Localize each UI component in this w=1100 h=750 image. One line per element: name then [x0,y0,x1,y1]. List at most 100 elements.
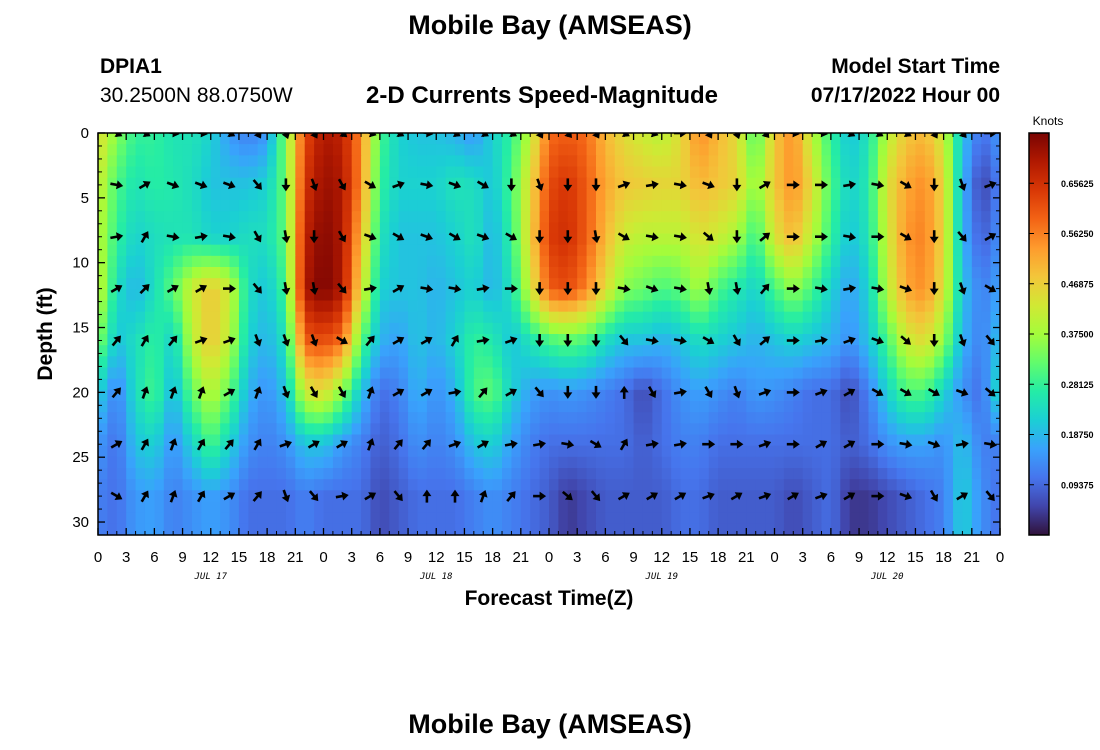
heatmap-cell [210,300,221,313]
heatmap-cell [351,144,362,156]
heatmap-cell [605,445,616,458]
heatmap-cell [793,300,804,313]
heatmap-cell [126,278,137,290]
heatmap-cell [840,445,851,458]
current-vector-arrow [365,335,375,347]
heatmap-cell [577,144,588,156]
heatmap-cell [567,278,578,290]
heatmap-cell [859,211,870,223]
heatmap-cell [154,244,165,257]
heatmap-cell [981,456,992,469]
heatmap-cell [595,490,606,503]
heatmap-cell [107,512,118,525]
heatmap-cell [990,334,1000,346]
heatmap-cell [257,468,268,480]
current-vector-arrow [504,284,518,294]
heatmap-cell [408,289,419,302]
heatmap-cell [126,345,137,357]
heatmap-cell [642,200,653,212]
heatmap-cell [238,434,249,447]
heatmap-cell [229,367,240,380]
heatmap-cell [859,300,870,313]
heatmap-cell [877,423,888,436]
heatmap-cell [267,412,278,424]
heatmap-cell [624,378,635,391]
heatmap-cell [671,367,682,380]
heatmap-cell [699,233,710,246]
heatmap-cell [924,278,935,290]
current-vector-arrow [110,180,124,190]
heatmap-cell [351,423,362,436]
heatmap-cell [934,456,945,469]
heatmap-cell [830,255,841,268]
heatmap-cell [877,334,888,346]
heatmap-cell [295,423,306,436]
product-title: 2-D Currents Speed-Magnitude [366,82,719,109]
heatmap-cell [746,322,757,335]
current-vector-arrow [871,232,885,242]
heatmap-cell [135,389,146,402]
heatmap-cell [727,200,738,212]
heatmap-cell [736,523,747,535]
heatmap-cell [98,177,108,190]
heatmap-cell [144,289,155,302]
heatmap-cell [736,322,747,335]
heatmap-cell [473,356,484,369]
heatmap-cell [990,401,1000,413]
current-vector-arrow [591,385,601,399]
heatmap-cell [238,322,249,335]
current-vector-arrow [336,336,348,345]
heatmap-cell [210,490,221,503]
heatmap-cell [323,233,334,246]
heatmap-cell [126,200,137,212]
current-vector-arrow [448,387,462,397]
heatmap-cell [408,255,419,268]
heatmap-cell [840,501,851,514]
heatmap-cell [342,255,353,268]
heatmap-cell [361,401,372,413]
heatmap-cell [135,378,146,391]
heatmap-cell [915,334,926,346]
heatmap-cell [821,423,832,436]
heatmap-cell [708,267,719,279]
heatmap-cell [774,278,785,290]
heatmap-cell [736,423,747,436]
heatmap-cell [699,434,710,447]
heatmap-cell [445,334,456,346]
heatmap-cell [276,278,287,290]
heatmap-cell [915,490,926,503]
heatmap-cell [163,512,174,525]
heatmap-cell [332,211,343,223]
heatmap-cell [962,222,973,235]
heatmap-cell [276,479,287,491]
heatmap-cell [849,490,860,503]
heatmap-cell [539,244,550,257]
heatmap-cell [455,300,466,313]
heatmap-cell [473,144,484,156]
heatmap-cell [971,166,982,179]
heatmap-cell [849,255,860,268]
heatmap-cell [144,423,155,436]
heatmap-cell [633,356,644,369]
heatmap-cell [98,311,108,324]
heatmap-cell [887,490,898,503]
heatmap-cell [567,155,578,168]
current-vector-arrow [900,335,911,345]
heatmap-cell [426,423,437,436]
heatmap-cell [285,468,296,480]
heatmap-cell [116,144,127,156]
heatmap-cell [953,389,964,402]
heatmap-cell [163,278,174,290]
heatmap-cell [361,490,372,503]
heatmap-cell [708,345,719,357]
heatmap-cell [652,356,663,369]
heatmap-cell [135,479,146,491]
heatmap-cell [624,255,635,268]
heatmap-cell [417,401,428,413]
heatmap-cell [849,133,860,145]
heatmap-cell [389,479,400,491]
heatmap-cell [248,222,259,235]
heatmap-cell [577,401,588,413]
heatmap-cell [436,479,447,491]
heatmap-cell [558,490,569,503]
